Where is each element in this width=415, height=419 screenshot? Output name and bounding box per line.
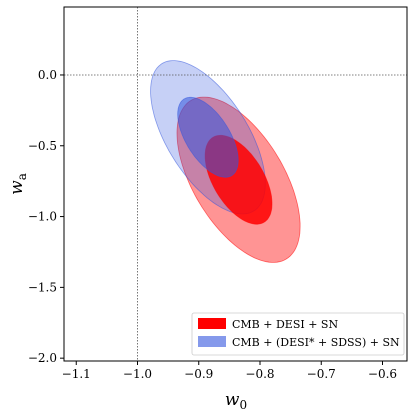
y-tick-label: −1.5 (28, 280, 57, 294)
legend-swatch (198, 318, 226, 329)
y-axis-label: wa (7, 173, 29, 195)
x-axis-label-main: w (225, 390, 240, 410)
y-axis-label-main: w (7, 180, 27, 195)
legend-label: CMB + (DESI* + SDSS) + SN (232, 336, 400, 349)
legend: CMB + DESI + SN CMB + (DESI* + SDSS) + SN (191, 312, 405, 356)
legend-swatch (198, 336, 226, 347)
y-tick-label: −2.0 (28, 351, 57, 365)
y-tick-label: −0.5 (28, 139, 57, 153)
legend-box (191, 312, 405, 356)
x-axis-ticks: −1.1 −1.0 −0.9 −0.8 −0.7 −0.6 (62, 361, 397, 381)
plot-frame (63, 6, 408, 362)
x-tick-label: −0.6 (368, 367, 397, 381)
x-axis-label: w0 (225, 390, 247, 412)
contour-layer (150, 60, 301, 263)
contour-desi-sdss-68 (177, 96, 239, 178)
y-tick-label: 0.0 (38, 68, 57, 82)
x-tick-label: −0.7 (307, 367, 336, 381)
x-tick-label: −0.9 (184, 367, 213, 381)
x-tick-label: −1.1 (62, 367, 91, 381)
y-axis-ticks: 0.0 −0.5 −1.0 −1.5 −2.0 (28, 68, 64, 365)
legend-label: CMB + DESI + SN (232, 318, 338, 331)
x-tick-label: −1.0 (123, 367, 152, 381)
x-tick-label: −0.8 (245, 367, 274, 381)
x-axis-label-sub: 0 (239, 398, 247, 412)
y-axis-label-sub: a (15, 173, 29, 180)
y-tick-label: −1.0 (28, 210, 57, 224)
reference-lines (64, 7, 407, 361)
